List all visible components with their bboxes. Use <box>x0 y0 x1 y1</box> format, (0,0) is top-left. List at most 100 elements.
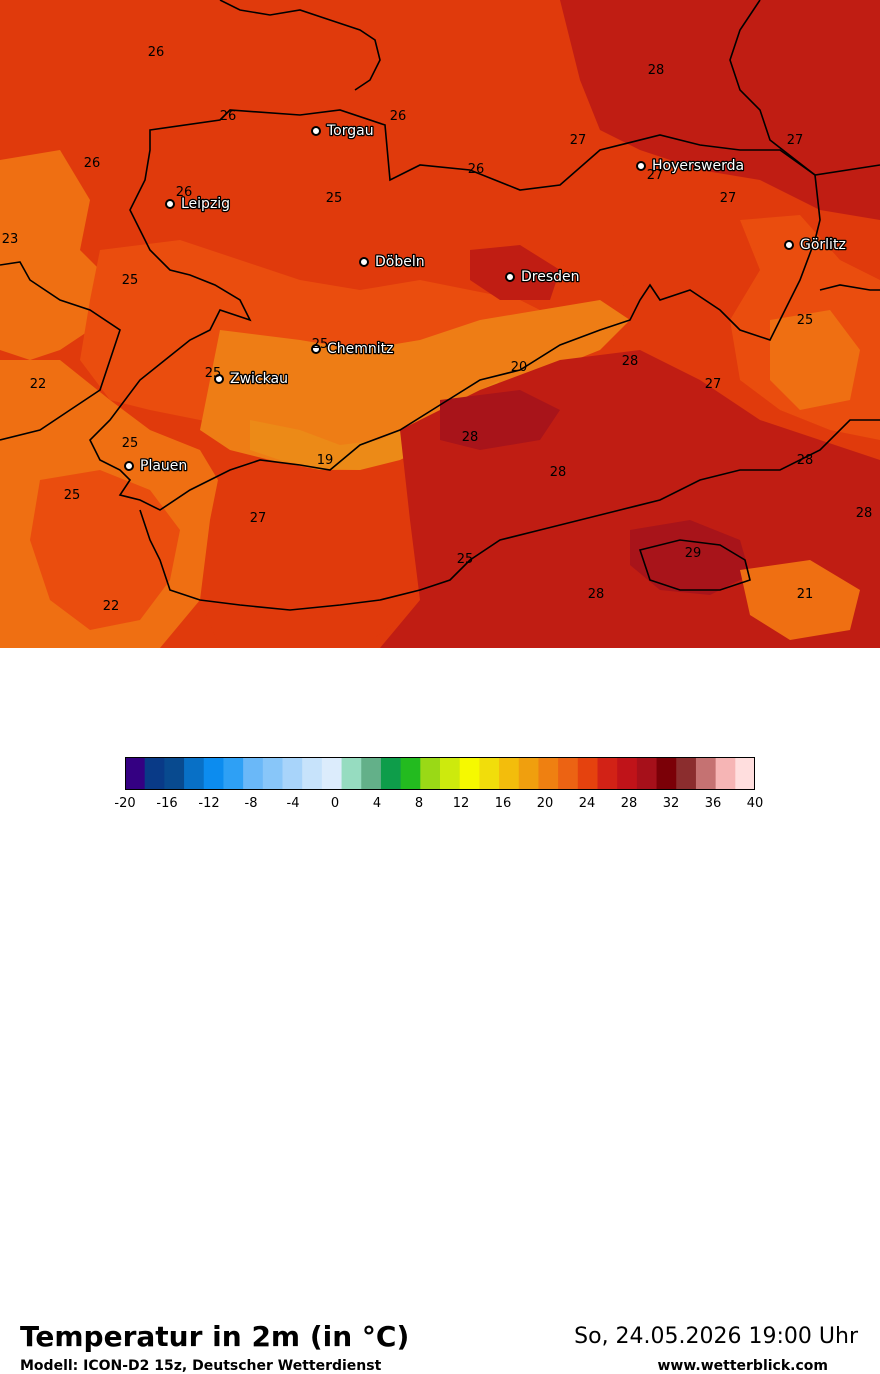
model-source: Modell: ICON-D2 15z, Deutscher Wetterdie… <box>20 1358 382 1374</box>
city-dot-dresden <box>505 272 515 282</box>
city-label-goerlitz: Görlitz <box>800 237 846 253</box>
temp-label: 19 <box>317 453 334 468</box>
temperature-labels: 26 26 26 26 26 26 28 27 27 27 27 23 25 2… <box>2 45 873 614</box>
temp-label: 25 <box>122 436 139 451</box>
legend-swatch <box>597 757 618 790</box>
temp-label: 28 <box>550 465 567 480</box>
legend-tick-label: 12 <box>452 796 470 811</box>
temp-label: 26 <box>390 109 407 124</box>
city-dot-leipzig <box>165 199 175 209</box>
legend-swatch <box>380 757 402 790</box>
legend-swatch <box>420 757 441 790</box>
legend-swatch <box>361 757 382 790</box>
temp-label: 21 <box>797 587 814 602</box>
legend-swatch <box>144 757 165 790</box>
legend-swatch <box>223 757 244 790</box>
legend-swatch <box>538 757 559 790</box>
legend-tick-label: -8 <box>244 796 258 811</box>
temp-label: 29 <box>685 546 702 561</box>
legend-tick-label: -12 <box>198 796 220 811</box>
temp-label: 27 <box>705 377 722 392</box>
temp-label: 26 <box>468 162 485 177</box>
legend-tick-label: 20 <box>536 796 554 811</box>
legend-swatch <box>499 757 520 790</box>
legend-tick-label: 40 <box>746 796 764 811</box>
temp-label: 25 <box>326 191 343 206</box>
temp-label: 25 <box>122 273 139 288</box>
legend-swatch <box>617 757 638 790</box>
temp-region-29-core-2 <box>440 390 560 450</box>
legend-border <box>125 757 755 790</box>
temp-region-28-dresden <box>470 245 560 300</box>
temp-label: 25 <box>64 488 81 503</box>
legend-swatch <box>282 757 303 790</box>
legend-swatch <box>715 757 736 790</box>
temp-label: 27 <box>787 133 804 148</box>
temp-label: 26 <box>148 45 165 60</box>
legend-swatch <box>735 757 755 790</box>
legend-swatch <box>400 757 421 790</box>
czech-border <box>139 419 880 611</box>
legend-tick-label: -16 <box>156 796 178 811</box>
city-label-torgau: Torgau <box>326 123 374 139</box>
temp-region-22-southeast <box>740 560 860 640</box>
temp-region-19-ridge <box>250 380 500 470</box>
city-dot-doebeln <box>359 257 369 267</box>
legend-tick-label: 24 <box>578 796 596 811</box>
legend-swatch <box>440 757 461 790</box>
legend-swatch <box>262 757 283 790</box>
legend-tick-label: 16 <box>494 796 512 811</box>
temp-region-24-southwest <box>30 470 180 630</box>
legend-tick-label: -20 <box>114 796 136 811</box>
city-label-hoyerswerda: Hoyerswerda <box>652 158 744 174</box>
legend-swatch <box>184 757 205 790</box>
city-label-zwickau: Zwickau <box>230 371 288 387</box>
legend-swatch <box>656 757 677 790</box>
legend-swatch <box>341 757 362 790</box>
website-link[interactable]: www.wetterblick.com <box>657 1358 829 1374</box>
city-label-plauen: Plauen <box>140 458 187 474</box>
legend-swatch <box>321 757 343 790</box>
inner-region-border <box>638 539 751 591</box>
poland-border <box>729 0 880 176</box>
city-label-chemnitz: Chemnitz <box>327 341 394 357</box>
legend-swatch <box>459 757 480 790</box>
legend-swatch <box>203 757 224 790</box>
temp-label: 23 <box>2 232 19 247</box>
legend-swatch <box>479 757 500 790</box>
temp-label: 27 <box>570 133 587 148</box>
temp-label: 22 <box>103 599 120 614</box>
city-label-leipzig: Leipzig <box>181 196 230 212</box>
temp-label: 25 <box>205 366 222 381</box>
temp-region-26-south <box>200 470 420 648</box>
city-label-dresden: Dresden <box>521 269 580 285</box>
east-border <box>819 284 880 291</box>
boundary-lines <box>0 0 880 611</box>
city-dot-plauen <box>124 461 134 471</box>
saxony-border <box>89 109 821 511</box>
temp-label: 22 <box>30 377 47 392</box>
city-dot-hoyerswerda <box>636 161 646 171</box>
legend-tick-label: 8 <box>414 796 424 811</box>
temp-label: 26 <box>84 156 101 171</box>
temp-region-29-core <box>630 520 750 595</box>
color-legend-bar <box>125 757 755 790</box>
temp-label: 20 <box>511 360 528 375</box>
legend-swatch <box>125 757 146 790</box>
temp-region-22-east <box>770 310 860 410</box>
legend-swatch <box>302 757 323 790</box>
legend-swatch <box>164 757 185 790</box>
temp-label: 27 <box>647 168 664 183</box>
legend-swatch <box>636 757 658 790</box>
north-border <box>219 0 381 91</box>
legend-tick-label: -4 <box>286 796 300 811</box>
legend-swatch <box>577 757 598 790</box>
legend-tick-label: 36 <box>704 796 722 811</box>
thuringia-border <box>0 261 121 441</box>
legend-tick-label: 4 <box>372 796 382 811</box>
temp-region-20-ridge <box>200 300 630 470</box>
temp-label: 25 <box>312 337 329 352</box>
temp-label: 25 <box>457 552 474 567</box>
legend-swatch <box>676 757 697 790</box>
legend-swatch <box>518 757 539 790</box>
